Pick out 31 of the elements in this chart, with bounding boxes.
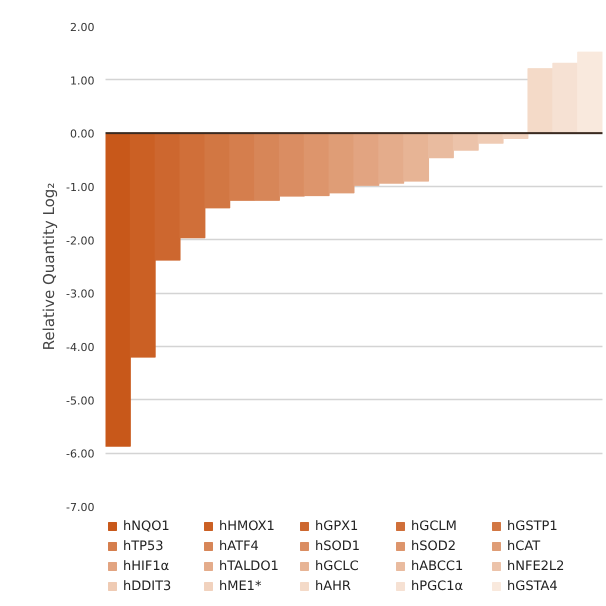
y-tick-label: 2.00	[70, 21, 95, 34]
y-tick-label: -1.00	[66, 181, 95, 194]
legend-label: hTALDO1	[219, 558, 280, 576]
legend-label: hGSTP1	[507, 518, 559, 536]
legend-label: hGCLM	[411, 518, 458, 536]
legend-label: hABCC1	[411, 558, 464, 576]
legend-label: hSOD2	[411, 538, 458, 556]
legend-label: hDDIT3	[123, 578, 172, 596]
y-tick-label: 1.00	[70, 74, 95, 88]
legend-label: hGCLC	[315, 558, 360, 576]
y-tick-label: 0.00	[70, 128, 95, 141]
legend-label: hNFE2L2	[507, 558, 566, 576]
legend-label: hATF4	[219, 538, 260, 556]
legend-label: hNQO1	[123, 518, 171, 536]
legend-label: hTP53	[123, 538, 165, 556]
y-tick-label: -3.00	[66, 288, 95, 301]
y-tick-label: -4.00	[66, 341, 95, 354]
legend-label: hAHR	[315, 578, 352, 596]
y-tick-label: -2.00	[66, 234, 95, 248]
y-tick-label: -7.00	[66, 501, 95, 514]
y-tick-label: -6.00	[66, 448, 95, 461]
y-tick-label: -5.00	[66, 394, 95, 408]
y-axis-title: Relative Quantity Log₂	[40, 182, 58, 350]
legend-label: hHIF1α	[123, 558, 170, 576]
legend-label: hME1*	[219, 578, 262, 596]
legend-label: hGSTA4	[507, 578, 559, 596]
legend-label: hPGC1α	[411, 578, 464, 596]
legend-label: hGPX1	[315, 518, 360, 536]
legend-label: hSOD1	[315, 538, 362, 556]
legend-label: hHMOX1	[219, 518, 276, 536]
legend-label: hCAT	[507, 538, 542, 556]
